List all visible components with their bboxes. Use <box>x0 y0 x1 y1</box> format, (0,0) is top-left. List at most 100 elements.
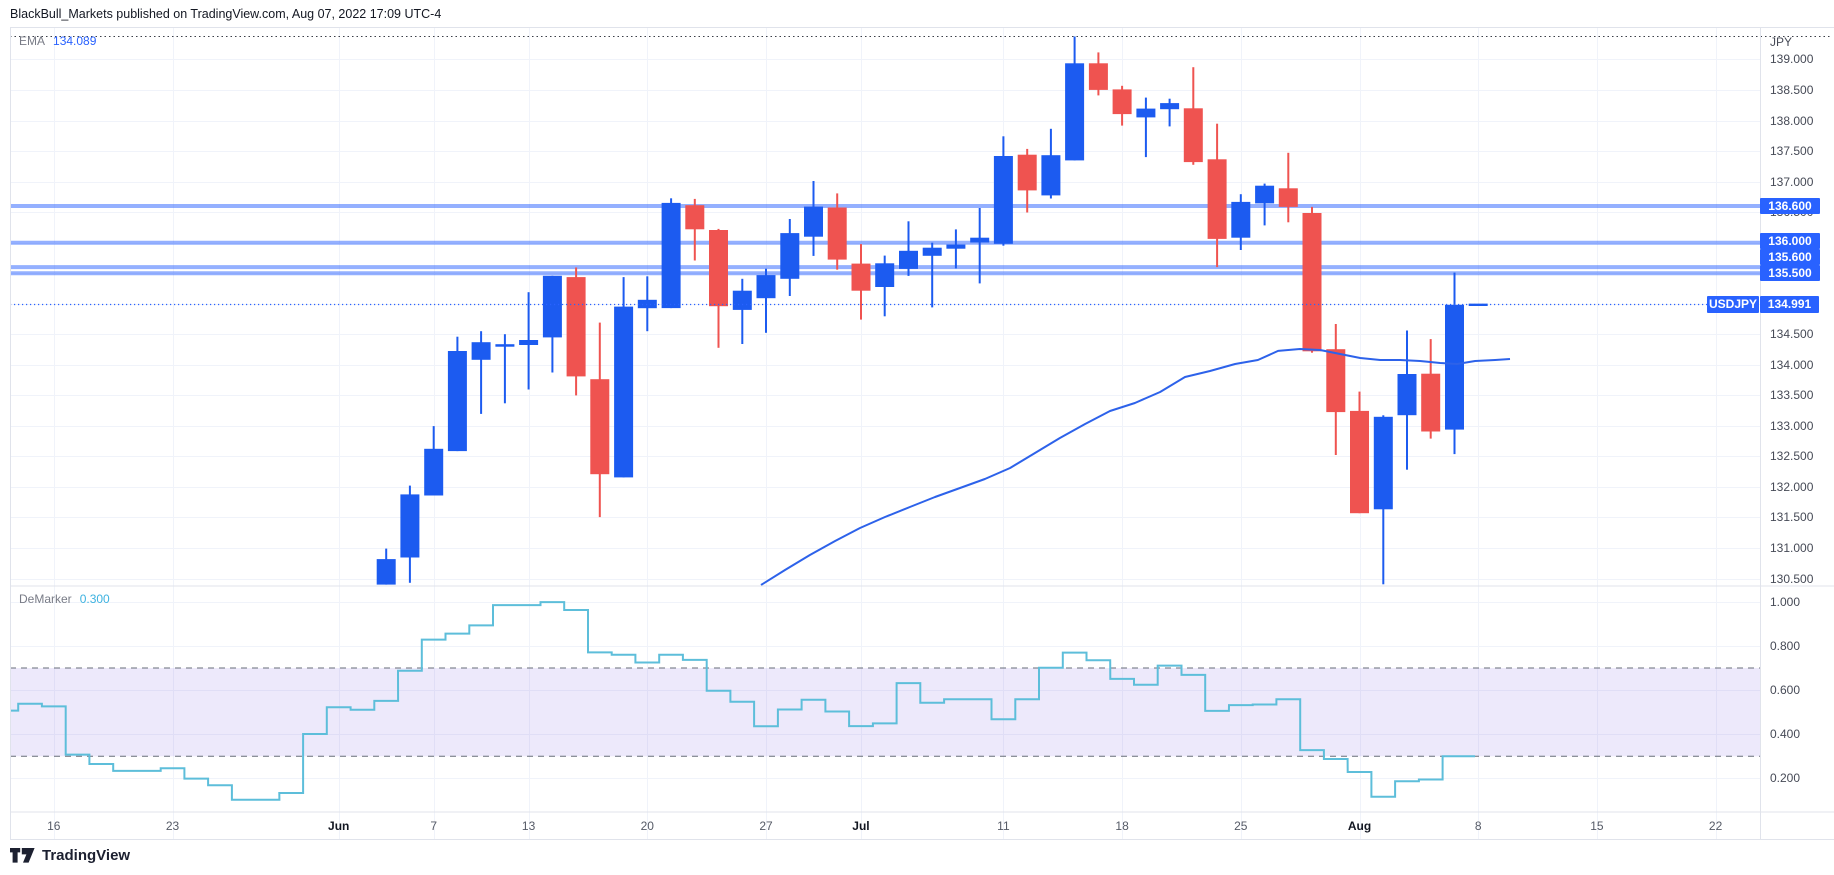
demarker-tick-label: 1.000 <box>1770 594 1801 609</box>
candle[interactable] <box>1017 148 1037 213</box>
time-tick-label: 7 <box>430 819 437 833</box>
candle-body <box>1017 154 1037 191</box>
candle[interactable] <box>1207 123 1227 268</box>
candle-body <box>1065 63 1085 161</box>
demarker-value: 0.300 <box>79 592 110 606</box>
candle-wick <box>693 198 696 261</box>
candle[interactable] <box>1065 36 1085 161</box>
price-tick-label: 137.000 <box>1770 174 1814 189</box>
candle[interactable] <box>1160 98 1180 127</box>
price-tick-label: 134.000 <box>1770 357 1814 372</box>
candle-wick <box>503 334 506 404</box>
demarker-label: DeMarker <box>19 592 72 606</box>
candle-body <box>1445 304 1464 430</box>
candle[interactable] <box>376 548 396 585</box>
candle[interactable] <box>685 198 705 261</box>
level-price-label: 135.600 <box>1760 249 1820 266</box>
candle[interactable] <box>566 267 586 396</box>
candle[interactable] <box>993 136 1013 246</box>
price-tick-label: 134.500 <box>1770 327 1814 342</box>
time-tick-label: 25 <box>1234 819 1248 833</box>
candle[interactable] <box>780 219 800 296</box>
time-tick-label: 20 <box>640 819 654 833</box>
level-price-label: 136.000 <box>1760 233 1820 250</box>
candle-body <box>424 448 444 496</box>
time-tick-label: Aug <box>1347 819 1372 833</box>
candle-body <box>804 206 823 237</box>
candle[interactable] <box>899 221 918 276</box>
candle-body <box>1373 416 1393 510</box>
candle[interactable] <box>542 275 562 373</box>
candle-body <box>661 202 681 309</box>
demarker-tick-label: 0.600 <box>1770 683 1801 698</box>
candle-body <box>519 340 539 345</box>
candle[interactable] <box>1255 183 1275 226</box>
level-price-label: 135.500 <box>1760 265 1820 282</box>
candle[interactable] <box>400 485 420 583</box>
candle-wick <box>931 242 934 308</box>
candle[interactable] <box>827 193 847 270</box>
candle[interactable] <box>1136 97 1156 158</box>
candle[interactable] <box>1183 67 1203 165</box>
candle[interactable] <box>1231 194 1251 250</box>
candle[interactable] <box>709 228 728 348</box>
candle-body <box>1326 349 1346 413</box>
candle-body <box>756 275 776 299</box>
candle[interactable] <box>637 276 657 332</box>
candle[interactable] <box>1278 152 1298 223</box>
time-tick-label: 15 <box>1590 819 1604 833</box>
candle-wick <box>954 229 957 269</box>
price-tick-label: 137.500 <box>1770 144 1814 159</box>
time-tick-label: 16 <box>47 819 61 833</box>
time-tick-label: 8 <box>1474 819 1482 833</box>
level-price-label: 136.600 <box>1760 198 1820 215</box>
candle[interactable] <box>1302 206 1322 353</box>
candle[interactable] <box>614 277 634 478</box>
candle[interactable] <box>590 322 610 518</box>
candle[interactable] <box>1112 85 1132 126</box>
candle-body <box>1397 374 1417 416</box>
price-axis-currency: JPY <box>1770 35 1793 49</box>
candle[interactable] <box>424 426 444 496</box>
candle[interactable] <box>1397 330 1417 470</box>
tradingview-logo-text: TradingView <box>42 847 131 864</box>
candle[interactable] <box>495 334 515 404</box>
candle[interactable] <box>447 336 467 452</box>
candle[interactable] <box>1326 324 1346 455</box>
candle-wick <box>1144 97 1147 158</box>
time-tick-label: 27 <box>759 819 773 833</box>
time-tick-label: 11 <box>997 819 1010 833</box>
demarker-legend[interactable]: DeMarker 0.300 <box>19 592 110 606</box>
candle[interactable] <box>756 268 776 333</box>
tradingview-logo[interactable]: TradingView <box>10 847 130 864</box>
candle[interactable] <box>1373 415 1393 585</box>
candle[interactable] <box>661 198 681 309</box>
candle-wick <box>765 268 767 333</box>
candle-body <box>899 250 918 269</box>
candle[interactable] <box>519 292 539 390</box>
candle[interactable] <box>946 229 966 269</box>
candle[interactable] <box>970 208 990 284</box>
candle-wick <box>480 331 483 414</box>
ema-value: 134.089 <box>53 34 97 48</box>
candle[interactable] <box>804 181 823 256</box>
candle[interactable] <box>1350 391 1369 514</box>
candle[interactable] <box>1041 128 1061 199</box>
candle-body <box>1278 188 1298 207</box>
candle[interactable] <box>471 331 491 414</box>
ema-legend[interactable]: EMA 134.089 <box>19 34 96 48</box>
candle[interactable] <box>851 244 871 320</box>
candle-body <box>614 306 634 478</box>
candle-body <box>732 290 752 310</box>
candle[interactable] <box>875 255 895 317</box>
candle-wick <box>978 208 981 284</box>
candle[interactable] <box>1088 52 1108 96</box>
candle-body <box>1136 108 1156 118</box>
candle-body <box>993 156 1013 244</box>
candle[interactable] <box>1421 339 1441 439</box>
candle-body <box>447 351 467 452</box>
candle-body <box>1112 89 1132 115</box>
candle[interactable] <box>922 242 942 308</box>
candle-body <box>471 342 491 360</box>
